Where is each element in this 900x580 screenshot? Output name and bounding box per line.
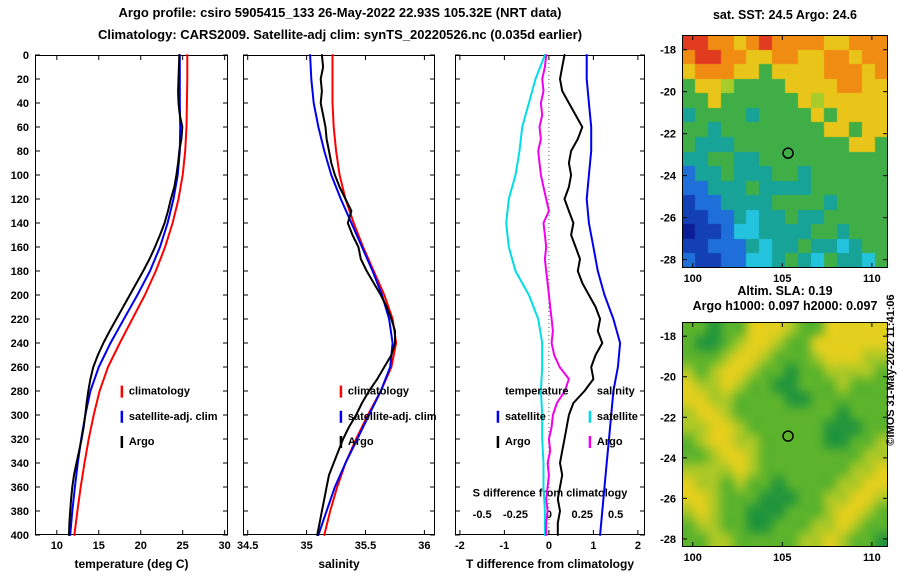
x-tick-label: 25 [177,540,189,552]
legend-label: Argo [505,436,531,448]
argo-line [68,54,184,536]
figure-title-line2: Climatology: CARS2009. Satellite-adj cli… [97,27,583,42]
y-tick-label: 40 [17,98,29,110]
figure-title-line1: Argo profile: csiro 5905415_133 26-May-2… [118,5,562,20]
y-tick-label: 100 [11,170,29,182]
y-tick-label: -18 [660,331,676,343]
y-tick-label: 0 [23,50,29,62]
legend-label: salinity [597,386,636,398]
legend-label: temperature [505,386,569,398]
sla-map-title-line2: Argo h1000: 0.097 h2000: 0.097 [692,299,878,313]
axes-box [35,55,228,535]
argo-line [316,54,396,536]
y-tick-label: -28 [660,255,676,267]
x-axis-label: temperature (deg C) [74,557,188,571]
satellite-adj-clim-line [309,54,394,536]
x-tick-label: 36 [418,540,430,552]
y-tick-label: 320 [11,434,29,446]
y-tick-label: -24 [660,171,677,183]
sla-map-title-line1: Altim. SLA: 0.19 [737,284,833,298]
y-tick-label: 60 [17,122,29,134]
legend-label: Argo [348,436,374,448]
y-tick-label: 380 [11,506,29,518]
y-tick-label: 340 [11,458,29,470]
y-tick-label: 180 [11,266,29,278]
argo-temp-diff-line [556,54,604,536]
y-tick-label: 120 [11,194,29,206]
y-tick-label: -26 [660,213,676,225]
x-tick-label: -2 [455,540,465,552]
y-tick-label: 300 [11,410,29,422]
x-tick-label: 2 [635,540,641,552]
y-tick-label: -20 [660,372,676,384]
s-axis-tick-label: -0.5 [473,509,492,521]
y-tick-label: 260 [11,362,29,374]
y-tick-label: -22 [660,412,676,424]
climatology-line [323,54,398,536]
x-tick-label: 1 [590,540,596,552]
satellite-sal-diff-line [505,54,546,536]
y-tick-label: 80 [17,146,29,158]
x-tick-label: 110 [863,552,881,564]
satellite-adj-clim-line [69,54,182,536]
x-tick-label: 15 [93,540,105,552]
legend-label: Argo [597,436,623,448]
x-tick-label: 30 [219,540,231,552]
y-tick-label: 160 [11,242,29,254]
axes-box [243,55,435,535]
s-axis-label: S difference from climatology [473,488,629,500]
y-tick-label: 20 [17,74,29,86]
x-tick-label: -1 [500,540,510,552]
sst-map-title: sat. SST: 24.5 Argo: 24.6 [712,8,858,22]
satellite-temp-diff-line [585,54,622,536]
y-tick-label: -18 [660,45,676,57]
x-axis-label: T difference from climatology [466,557,634,571]
y-tick-label: 400 [11,530,29,542]
s-axis-tick-label: -0.25 [503,509,528,521]
legend-label: satellite [505,411,546,423]
legend-label: satellite [597,411,638,423]
y-tick-label: -22 [660,129,676,141]
y-tick-label: -24 [660,453,677,465]
difference_profile-panel: -2 -1 0 1 2T difference from climatology S di… [455,54,645,571]
x-tick-label: 105 [773,552,791,564]
y-tick-label: 200 [11,290,29,302]
y-tick-label: 140 [11,218,29,230]
x-tick-label: 0 [546,540,552,552]
y-tick-label: 360 [11,482,29,494]
temperature_profile-panel: 10 15 20 25 30020406080100120140160180200220… [11,50,231,571]
salinity_profile-panel: 34.5 35 35.5 36 salinity climatology satellite… [237,54,437,571]
climatology-line [73,54,189,536]
x-tick-label: 10 [51,540,63,552]
x-tick-label: 100 [684,552,702,564]
y-tick-label: -26 [660,493,676,505]
legend-label: satellite-adj. clim [348,411,437,423]
legend-label: climatology [129,386,191,398]
y-tick-label: 220 [11,314,29,326]
sst-map-image [682,35,888,268]
legend-label: climatology [348,386,410,398]
x-tick-label: 34.5 [237,540,258,552]
y-tick-label: -28 [660,534,676,546]
legend-label: satellite-adj. clim [129,411,218,423]
y-tick-label: 240 [11,338,29,350]
legend-label: Argo [129,436,155,448]
s-axis-tick-label: 0 [546,509,552,521]
x-tick-label: 35.5 [355,540,376,552]
argo-sal-diff-line [537,54,570,536]
x-tick-label: 20 [135,540,147,552]
x-tick-label: 35 [300,540,312,552]
s-axis-tick-label: 0.25 [572,509,593,521]
y-tick-label: 280 [11,386,29,398]
sla-map-image [682,322,888,547]
axes-box [455,55,645,535]
s-axis-tick-label: 0.5 [608,509,623,521]
imos-credit: ©IMOS 31-May-2022 11:41:06 [885,294,897,446]
x-axis-label: salinity [318,557,360,571]
y-tick-label: -20 [660,87,676,99]
